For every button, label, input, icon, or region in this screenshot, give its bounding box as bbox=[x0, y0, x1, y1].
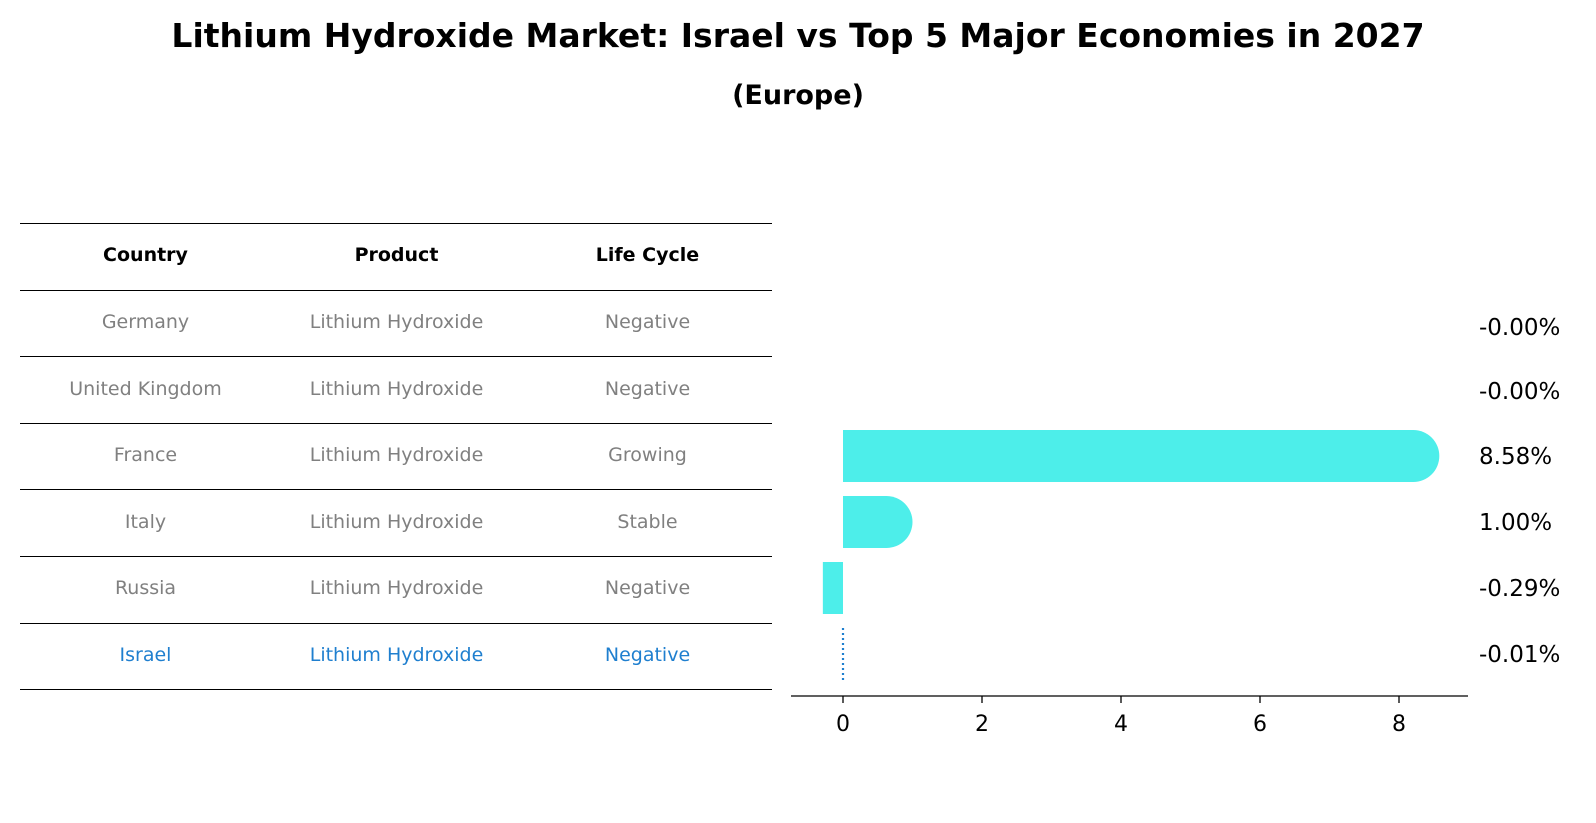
bar bbox=[822, 562, 843, 614]
table-rule bbox=[20, 689, 772, 691]
bar bbox=[843, 430, 1440, 482]
table-cell-life-cycle: Negative bbox=[604, 577, 691, 600]
table-rule bbox=[20, 422, 772, 424]
table-cell-life-cycle: Negative bbox=[604, 643, 691, 666]
bar-value-label: -0.29% bbox=[1479, 576, 1560, 602]
table-rule bbox=[20, 622, 772, 624]
x-tick-label: 6 bbox=[1253, 712, 1267, 737]
table-cell-life-cycle: Growing bbox=[608, 444, 687, 467]
table-cell-country: Russia bbox=[114, 577, 177, 600]
table-cell-country: Italy bbox=[124, 510, 167, 533]
table-header-cell: Product bbox=[354, 244, 439, 267]
bar-value-label: -0.01% bbox=[1479, 642, 1560, 668]
table-cell-product: Lithium Hydroxide bbox=[309, 377, 484, 400]
bar bbox=[843, 496, 913, 548]
x-tick-label: 8 bbox=[1392, 712, 1406, 737]
table-cell-product: Lithium Hydroxide bbox=[309, 577, 484, 600]
chart-subtitle: (Europe) bbox=[732, 80, 864, 111]
table-cell-product: Lithium Hydroxide bbox=[309, 310, 484, 333]
table-rule bbox=[20, 356, 772, 358]
table-rule bbox=[20, 289, 772, 291]
table-cell-life-cycle: Stable bbox=[617, 510, 678, 533]
table-cell-life-cycle: Negative bbox=[604, 310, 691, 333]
table-cell-country: Germany bbox=[101, 310, 190, 333]
bar-value-label: 8.58% bbox=[1479, 444, 1552, 470]
table-cell-product: Lithium Hydroxide bbox=[309, 444, 484, 467]
bar-value-label: 1.00% bbox=[1479, 510, 1552, 536]
bar-value-label: -0.00% bbox=[1479, 379, 1560, 405]
x-tick-label: 4 bbox=[1114, 712, 1128, 737]
table-rule bbox=[20, 556, 772, 557]
chart-title: Lithium Hydroxide Market: Israel vs Top … bbox=[171, 16, 1425, 55]
table-cell-country: France bbox=[113, 444, 178, 467]
table-header-cell: Life Cycle bbox=[595, 244, 700, 267]
x-tick-label: 2 bbox=[975, 712, 989, 737]
table-cell-country: United Kingdom bbox=[69, 377, 222, 400]
bar-value-label: -0.00% bbox=[1479, 315, 1560, 341]
table-rule bbox=[20, 223, 772, 224]
table-header-cell: Country bbox=[103, 244, 188, 267]
table-cell-product: Lithium Hydroxide bbox=[309, 643, 484, 666]
x-tick-label: 0 bbox=[836, 712, 850, 737]
table-cell-life-cycle: Negative bbox=[604, 377, 691, 400]
table-cell-product: Lithium Hydroxide bbox=[309, 510, 484, 533]
table-cell-country: Israel bbox=[119, 643, 172, 666]
table-rule bbox=[20, 489, 772, 491]
